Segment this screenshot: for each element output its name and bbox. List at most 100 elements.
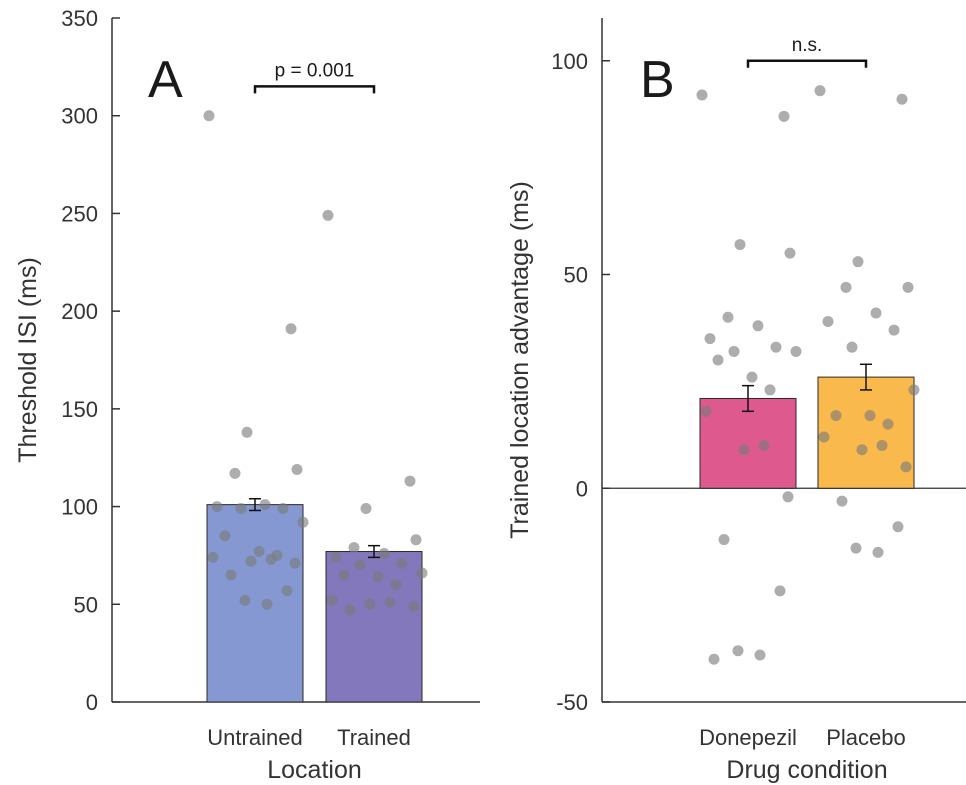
panel-a-x-axis-label: Location (267, 756, 362, 784)
panel-a-y-tick-label: 200 (61, 299, 98, 324)
panel-a-y-tick-label: 350 (61, 6, 98, 31)
panel-a-error-bar (249, 498, 261, 512)
panel-a-data-point (261, 598, 273, 610)
panel-b-x-axis-label: Drug condition (726, 756, 887, 784)
panel-a-y-tick-label: 50 (74, 592, 98, 617)
panel-a-data-point (245, 555, 257, 567)
panel-a-letter: A (148, 51, 183, 109)
panel-a-y-tick-label: 300 (61, 104, 98, 129)
panel-a-data-point (330, 551, 342, 563)
panel-b-data-point (734, 239, 746, 251)
panel-b-data-point (822, 316, 834, 328)
panel-b-data-point (732, 645, 744, 657)
panel-a-data-point (378, 547, 390, 559)
panel-b-y-axis-label: Trained location advantage (ms) (506, 181, 534, 539)
panel-a-data-point (360, 503, 372, 515)
panel-a-data-point (338, 569, 350, 581)
panel-b-error-bar (742, 384, 754, 413)
panel-a-y-tick-label: 150 (61, 397, 98, 422)
panel-b-data-point (758, 440, 770, 451)
panel-a-data-point (410, 534, 422, 546)
panel-a-data-point (372, 571, 384, 583)
panel-b-x-tick-label: Placebo (826, 725, 906, 750)
panel-b-significance-bracket (746, 59, 868, 68)
panel-a-data-point (291, 463, 303, 475)
panel-b-data-point (700, 405, 712, 417)
panel-b-data-point (852, 256, 864, 268)
panel-b-data-point (872, 546, 884, 558)
panel-a-data-point (281, 585, 293, 597)
panel-b-data-point (746, 371, 758, 383)
panel-a-data-point (326, 594, 338, 606)
panel-b-data-point (814, 85, 826, 97)
panel-b-data-point (902, 281, 914, 293)
panel-b-data-point (892, 521, 904, 533)
panel-a-data-point (277, 503, 289, 515)
panel-a-y-tick-label: 0 (86, 690, 98, 715)
panel-b-data-point (754, 649, 766, 661)
panel-a-data-point (416, 567, 428, 579)
panel-b-data-point (784, 247, 796, 259)
panel-b-data-point (790, 345, 802, 357)
panel-b-data-point (708, 653, 720, 665)
panel-b-significance-label: n.s. (792, 35, 823, 56)
panel-b-data-point (896, 93, 908, 105)
panel-b-data-point (718, 534, 730, 546)
panel-a-error-bar (368, 544, 380, 559)
panel-a-data-point (354, 559, 366, 571)
panel-a-data-point (239, 594, 251, 606)
panel-a-x-tick-label: Untrained (207, 725, 302, 750)
panel-a-data-point (265, 553, 277, 565)
panel-a-data-point (229, 467, 241, 479)
panel-b-data-point (856, 444, 868, 456)
panel-b-letter: B (640, 51, 675, 109)
panel-a-data-point (384, 596, 396, 608)
panel-b-data-point (782, 491, 794, 503)
panel-a-chart: A 0 50 100 150 200 250 300 350 p = 0.001 Untraine… (14, 6, 480, 784)
panel-b-y-tick-label: 100 (551, 49, 588, 74)
panel-a-data-point (203, 110, 215, 122)
panel-a-data-point (344, 604, 356, 616)
panel-a-data-point (225, 569, 237, 581)
panel-b-data-point (882, 418, 894, 430)
panel-b-data-point (836, 495, 848, 507)
panel-b-y-tick-label: -50 (556, 690, 588, 715)
panel-b-error-bar (860, 363, 872, 391)
panel-a-data-point (322, 209, 334, 221)
panel-b-data-point (764, 384, 776, 396)
panel-b-data-point (864, 410, 876, 422)
panel-b-data-point (850, 542, 862, 554)
panel-b-data-point (830, 410, 842, 422)
panel-b-chart: B -50 0 50 100 n.s. Donepezil Placebo Drug cond… (506, 18, 966, 784)
panel-b-y-tick-label: 50 (564, 263, 588, 288)
panel-b-data-point (728, 345, 740, 357)
panel-b-data-point (846, 341, 858, 353)
panel-a-data-point (259, 499, 271, 511)
panel-a-data-point (390, 579, 402, 591)
panel-b-x-tick-label: Donepezil (699, 725, 797, 750)
panel-a-data-point (211, 501, 223, 513)
panel-a-y-tick-label: 250 (61, 201, 98, 226)
panel-b-data-point (696, 89, 708, 101)
panel-a-data-point (219, 530, 231, 542)
panel-b-data-point (704, 333, 716, 345)
panel-b-data-point (900, 461, 912, 473)
panel-b-data-point (840, 281, 852, 293)
panel-a-data-point (396, 557, 408, 569)
panel-a-data-point (348, 542, 360, 554)
panel-a-significance-bracket (253, 85, 376, 94)
panel-a-data-point (207, 551, 219, 563)
panel-b-data-point (770, 341, 782, 353)
panel-a-data-point (241, 426, 253, 438)
panel-b-data-point (908, 384, 920, 396)
panel-b-data-point (870, 307, 882, 319)
panel-b-bar (699, 397, 797, 489)
panel-a-data-point (404, 475, 416, 487)
panel-b-bar (817, 376, 915, 489)
panel-a-data-point (297, 516, 309, 528)
panel-b-data-point (712, 354, 724, 366)
panel-a-significance-label: p = 0.001 (275, 60, 355, 81)
panel-a-x-tick-label: Trained (337, 725, 411, 750)
panel-a-data-point (285, 323, 297, 335)
